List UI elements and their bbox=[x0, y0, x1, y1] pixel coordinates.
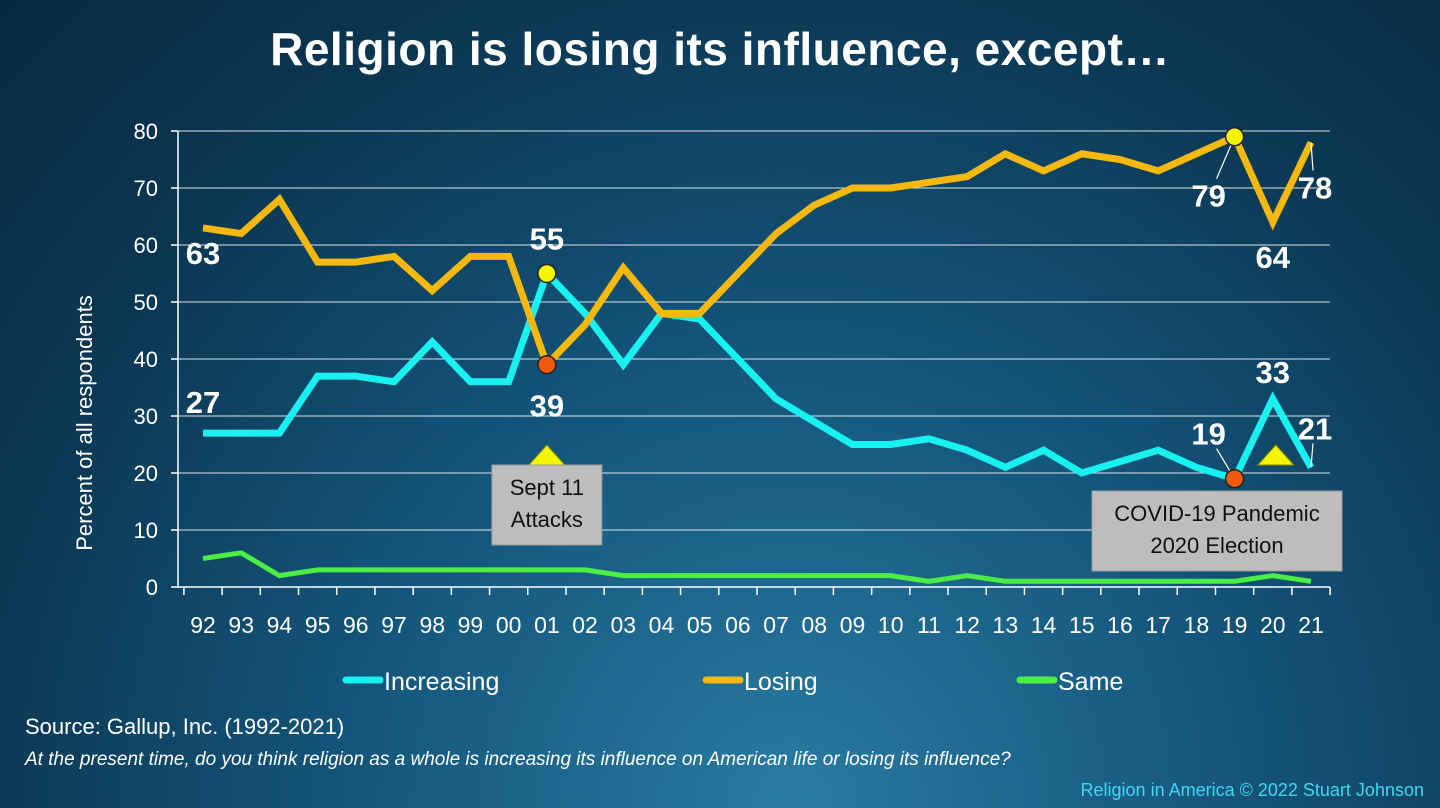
survey-question: At the present time, do you think religi… bbox=[25, 749, 1011, 770]
data-label: 27 bbox=[186, 385, 220, 420]
x-tick-label: 13 bbox=[993, 612, 1019, 638]
legend: Increasing Losing Same bbox=[342, 668, 1123, 696]
series-line-same bbox=[202, 550, 1312, 584]
chart-title: Religion is losing its influence, except… bbox=[270, 23, 1170, 75]
x-tick-label: 93 bbox=[228, 612, 254, 638]
x-tick-label: 14 bbox=[1031, 612, 1057, 638]
x-tick-label: 21 bbox=[1298, 612, 1324, 638]
x-tick-label: 96 bbox=[343, 612, 369, 638]
legend-label: Increasing bbox=[384, 668, 499, 696]
x-tick-label: 08 bbox=[802, 612, 828, 638]
data-label: 55 bbox=[530, 222, 564, 257]
axes: 0 10 20 30 40 50 60 70 80 92 93 94 95 96 97 98 99 00 01 02 0… bbox=[72, 119, 1331, 638]
leader-line bbox=[1310, 443, 1314, 468]
x-tick-label: 03 bbox=[610, 612, 636, 638]
event-callout-text: 2020 Election bbox=[1150, 533, 1283, 558]
x-tick-label: 00 bbox=[496, 612, 522, 638]
x-tick-label: 06 bbox=[725, 612, 751, 638]
x-tick-label: 04 bbox=[649, 612, 675, 638]
gridlines bbox=[178, 130, 1330, 531]
source-note: Source: Gallup, Inc. (1992-2021) bbox=[25, 714, 345, 739]
x-tick-label: 15 bbox=[1069, 612, 1095, 638]
leader-line bbox=[1310, 142, 1314, 171]
highlight-marker bbox=[1224, 468, 1245, 489]
data-label: 64 bbox=[1256, 240, 1291, 275]
event-callout-text: Sept 11 bbox=[510, 475, 584, 500]
x-tick-label: 10 bbox=[878, 612, 904, 638]
series-line-losing bbox=[202, 132, 1315, 372]
y-tick-label: 70 bbox=[134, 176, 158, 201]
data-label: 78 bbox=[1298, 170, 1332, 205]
legend-label: Losing bbox=[744, 668, 818, 696]
x-tick-label: 11 bbox=[917, 612, 941, 638]
event-marker-icon bbox=[527, 444, 566, 466]
x-tick-label: 92 bbox=[190, 612, 216, 638]
copyright-note: Religion in America © 2022 Stuart Johnso… bbox=[1080, 780, 1424, 800]
x-tick-label: 95 bbox=[305, 612, 331, 638]
event-callout-text: Attacks bbox=[511, 507, 583, 532]
x-tick-label: 02 bbox=[572, 612, 598, 638]
y-tick-label: 60 bbox=[134, 233, 158, 258]
y-tick-label: 40 bbox=[134, 347, 158, 372]
y-tick-label: 20 bbox=[134, 461, 158, 486]
x-tick-label: 18 bbox=[1184, 612, 1210, 638]
x-tick-label: 01 bbox=[534, 612, 560, 638]
data-label: 19 bbox=[1191, 417, 1225, 452]
data-label: 79 bbox=[1191, 179, 1225, 214]
x-tick-label: 98 bbox=[419, 612, 445, 638]
y-tick-label: 50 bbox=[134, 290, 158, 315]
x-tick-label: 09 bbox=[840, 612, 866, 638]
data-label: 63 bbox=[186, 236, 220, 271]
x-tick-label: 19 bbox=[1222, 612, 1248, 638]
y-tick-label: 0 bbox=[146, 575, 158, 600]
callouts: Sept 11 Attacks COVID-19 Pandemic 2020 Elec… bbox=[491, 444, 1343, 572]
x-tick-label: 16 bbox=[1107, 612, 1133, 638]
y-tick-label: 10 bbox=[134, 518, 158, 543]
event-callout-text: COVID-19 Pandemic bbox=[1114, 501, 1319, 526]
x-tick-label: 97 bbox=[381, 612, 407, 638]
event-callout-box bbox=[1091, 490, 1343, 572]
data-label: 33 bbox=[1256, 355, 1290, 390]
x-tick-label: 07 bbox=[763, 612, 789, 638]
y-tick-label: 30 bbox=[134, 404, 158, 429]
event-callout-box bbox=[491, 464, 603, 546]
series-lines bbox=[202, 132, 1315, 584]
data-label: 39 bbox=[530, 389, 564, 424]
x-tick-label: 17 bbox=[1145, 612, 1171, 638]
highlight-marker bbox=[1224, 126, 1245, 147]
x-tick-label: 20 bbox=[1260, 612, 1286, 638]
x-tick-label: 94 bbox=[267, 612, 293, 638]
series-line-increasing bbox=[203, 266, 1315, 483]
data-label: 21 bbox=[1298, 411, 1332, 446]
x-tick-label: 99 bbox=[458, 612, 484, 638]
event-marker-icon bbox=[1256, 444, 1295, 466]
highlight-marker bbox=[537, 354, 557, 375]
legend-label: Same bbox=[1058, 668, 1123, 696]
highlight-marker bbox=[537, 263, 557, 284]
y-axis-label: Percent of all respondents bbox=[72, 295, 97, 551]
x-tick-label: 12 bbox=[954, 612, 980, 638]
x-tick-label: 05 bbox=[687, 612, 713, 638]
y-tick-label: 80 bbox=[134, 119, 158, 144]
